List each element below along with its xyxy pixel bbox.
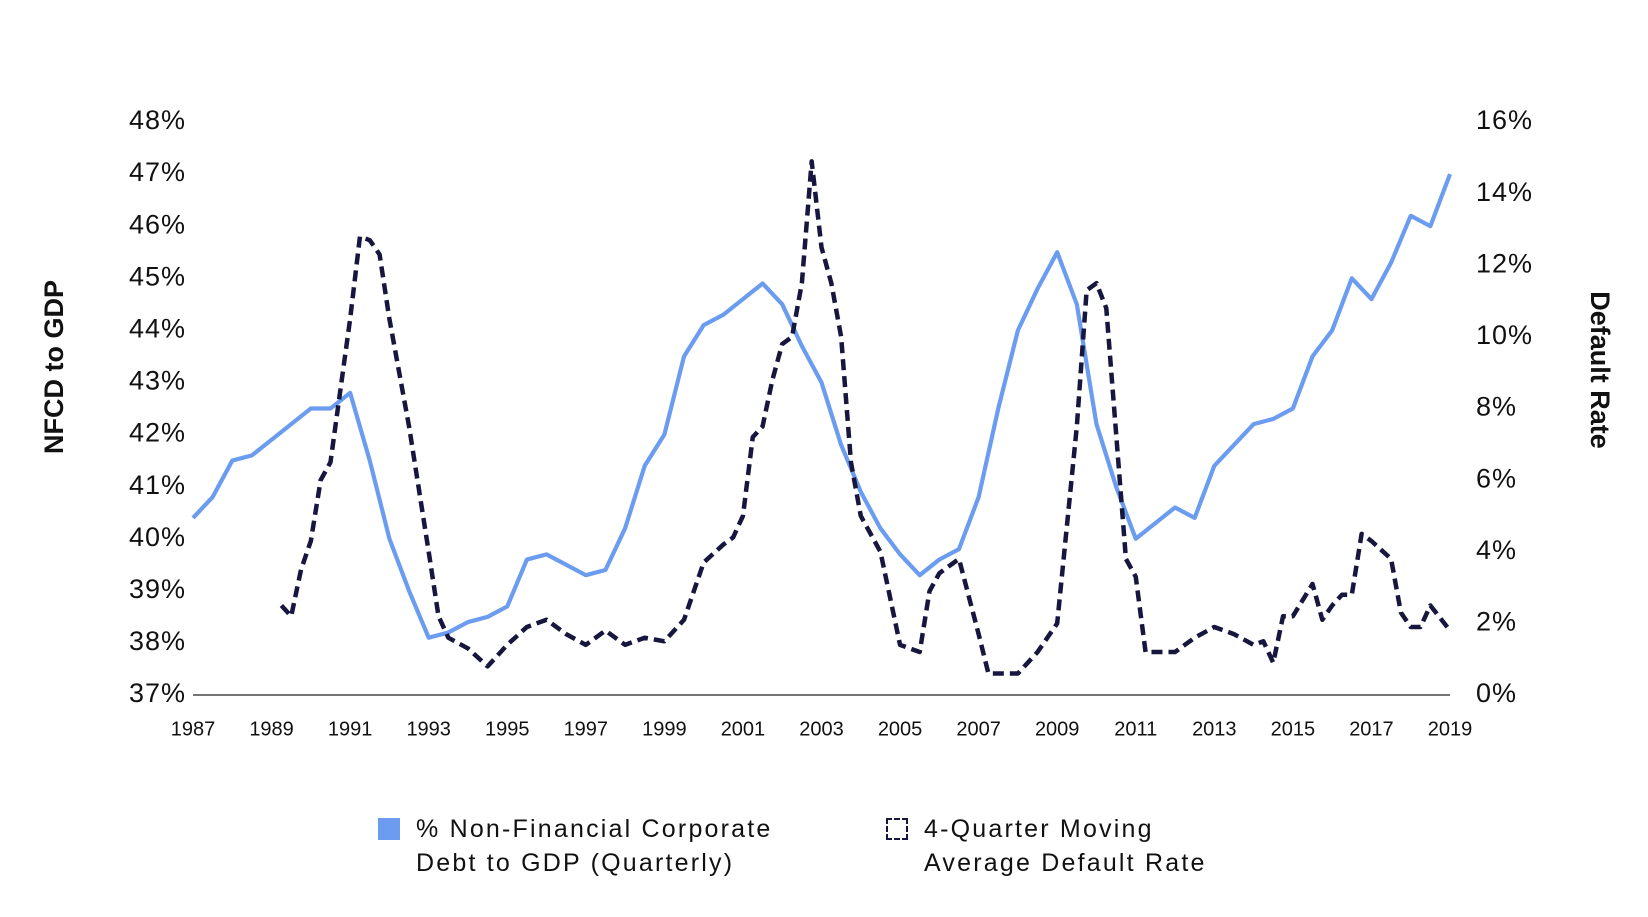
- y-tick-label: 44%: [129, 313, 186, 343]
- dashed-line: [279, 159, 1452, 676]
- y2-tick-label: 0%: [1476, 678, 1517, 708]
- y-tick-label: 48%: [129, 105, 186, 135]
- x-tick-label: 2001: [721, 718, 766, 740]
- y-tick-label: 40%: [129, 522, 186, 552]
- y2-tick-label: 12%: [1476, 248, 1533, 278]
- x-tick-label: 1997: [564, 718, 609, 740]
- legend-label: % Non-Financial Corporate Debt to GDP (Q…: [416, 815, 773, 877]
- y-tick-label: 42%: [129, 418, 186, 448]
- x-tick-label: 2011: [1114, 718, 1157, 740]
- x-tick-label: 2017: [1349, 718, 1394, 740]
- y-axis-label: NFCD to GDP: [39, 280, 69, 454]
- y2-tick-label: 8%: [1476, 392, 1517, 422]
- x-tick-label: 1989: [249, 718, 294, 740]
- y2-tick-label: 6%: [1476, 463, 1517, 493]
- y-tick-label: 37%: [129, 678, 186, 708]
- y-tick-label: 39%: [129, 574, 186, 604]
- x-tick-label: 2005: [878, 718, 923, 740]
- y2-tick-label: 14%: [1476, 177, 1533, 207]
- y-tick-label: 38%: [129, 626, 186, 656]
- x-tick-label: 2003: [799, 718, 844, 740]
- x-tick-label: 1999: [642, 718, 687, 740]
- y2-tick-label: 2%: [1476, 607, 1517, 637]
- legend-item: % Non-Financial Corporate Debt to GDP (Q…: [378, 812, 818, 880]
- x-tick-label: 1987: [171, 718, 216, 740]
- y2-tick-label: 4%: [1476, 535, 1517, 565]
- line: [191, 173, 1452, 640]
- x-tick-label: 2013: [1192, 718, 1237, 740]
- legend-item: 4-Quarter Moving Average Default Rate: [886, 812, 1246, 880]
- x-tick-label: 1995: [485, 718, 530, 740]
- x-tick-label: 1991: [328, 718, 373, 740]
- x-tick-label: 2015: [1271, 718, 1316, 740]
- y-tick-label: 41%: [129, 470, 186, 500]
- y-tick-label: 45%: [129, 261, 186, 291]
- y-tick-label: 43%: [129, 366, 186, 396]
- x-tick-label: 2009: [1035, 718, 1080, 740]
- y-tick-label: 46%: [129, 209, 186, 239]
- y2-tick-label: 16%: [1476, 105, 1533, 135]
- legend-swatch: [886, 818, 908, 840]
- y-tick-label: 47%: [129, 157, 186, 187]
- x-tick-label: 2007: [956, 718, 1001, 740]
- legend-swatch: [378, 818, 400, 840]
- y2-axis-label: Default Rate: [1585, 291, 1615, 449]
- x-tick-label: 2019: [1428, 718, 1473, 740]
- legend-label: 4-Quarter Moving Average Default Rate: [924, 815, 1207, 877]
- y2-tick-label: 10%: [1476, 320, 1533, 350]
- x-tick-label: 1993: [406, 718, 451, 740]
